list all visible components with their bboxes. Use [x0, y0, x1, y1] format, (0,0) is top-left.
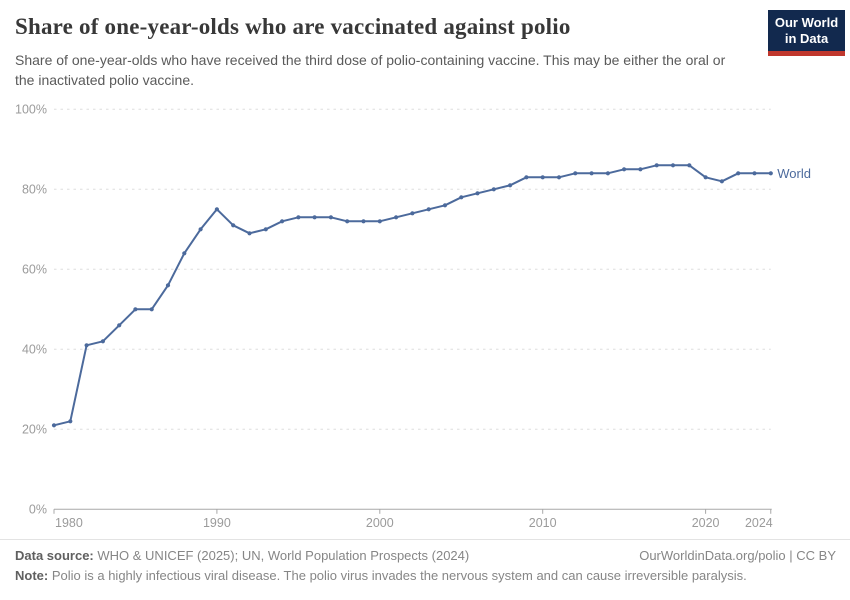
- data-point[interactable]: [703, 175, 708, 180]
- data-point[interactable]: [638, 167, 643, 172]
- data-point[interactable]: [280, 219, 285, 224]
- data-point[interactable]: [133, 307, 138, 312]
- data-point[interactable]: [622, 167, 627, 172]
- data-point[interactable]: [377, 219, 382, 224]
- data-point[interactable]: [394, 215, 399, 220]
- data-point[interactable]: [508, 183, 513, 188]
- page-title: Share of one-year-olds who are vaccinate…: [15, 14, 571, 39]
- data-point[interactable]: [459, 195, 464, 200]
- footer-divider: [0, 539, 850, 540]
- data-point[interactable]: [361, 219, 366, 224]
- x-axis-tick-label: 2024: [745, 516, 773, 530]
- data-point[interactable]: [247, 231, 252, 236]
- data-point[interactable]: [540, 175, 545, 180]
- data-point[interactable]: [426, 207, 431, 212]
- y-axis-tick-label: 60%: [22, 263, 47, 277]
- data-point[interactable]: [670, 163, 676, 168]
- data-point[interactable]: [198, 227, 203, 232]
- y-axis-tick-label: 0%: [29, 503, 47, 517]
- data-point[interactable]: [312, 215, 317, 220]
- data-point[interactable]: [84, 343, 89, 348]
- data-point[interactable]: [475, 191, 480, 196]
- data-point[interactable]: [719, 179, 725, 184]
- owid-logo-line2: in Data: [784, 30, 829, 46]
- x-axis-tick-label: 1990: [203, 516, 231, 530]
- x-axis-tick-label: 2020: [692, 516, 720, 530]
- x-axis-tick-label: 2010: [529, 516, 557, 530]
- world-series-line[interactable]: [53, 164, 772, 427]
- data-source-text: Data source: WHO & UNICEF (2025); UN, Wo…: [15, 548, 470, 563]
- data-point[interactable]: [214, 207, 219, 212]
- data-source-label: Data source:: [15, 548, 94, 563]
- x-axis-tick-label: 2000: [366, 516, 394, 530]
- data-point[interactable]: [768, 171, 773, 176]
- x-axis-tick-label: 1980: [55, 516, 83, 530]
- y-axis-tick-label: 100%: [15, 103, 47, 117]
- series-end-label[interactable]: World: [777, 166, 811, 181]
- note-label: Note:: [15, 568, 49, 583]
- data-point[interactable]: [605, 171, 611, 176]
- data-point[interactable]: [296, 215, 301, 220]
- data-point[interactable]: [736, 171, 741, 176]
- data-point[interactable]: [345, 219, 350, 224]
- line-chart[interactable]: 0% 20% 40% 60% 80% 100% 1980 1990 2000 2010 2020 20…: [0, 95, 850, 545]
- data-point[interactable]: [752, 171, 757, 176]
- data-point[interactable]: [328, 215, 333, 220]
- owid-logo-line1: Our World: [774, 15, 839, 30]
- owid-logo[interactable]: Our World in Data: [768, 10, 845, 56]
- y-axis-tick-label: 80%: [22, 183, 47, 197]
- data-point[interactable]: [589, 171, 594, 176]
- data-point[interactable]: [556, 175, 562, 180]
- owid-link[interactable]: OurWorldinData.org/polio | CC BY: [639, 548, 836, 563]
- data-point[interactable]: [100, 339, 105, 344]
- data-point[interactable]: [117, 323, 122, 328]
- data-point[interactable]: [51, 423, 57, 428]
- data-point[interactable]: [182, 251, 187, 256]
- data-point[interactable]: [687, 163, 692, 168]
- note-text: Note: Polio is a highly infectious viral…: [15, 568, 747, 583]
- chart-subtitle: Share of one-year-olds who have received…: [15, 52, 726, 88]
- data-point[interactable]: [524, 175, 529, 180]
- data-point[interactable]: [491, 187, 496, 192]
- data-point[interactable]: [68, 419, 73, 424]
- data-point[interactable]: [231, 223, 236, 228]
- data-point[interactable]: [149, 307, 154, 312]
- data-point[interactable]: [263, 227, 268, 232]
- data-point[interactable]: [654, 163, 659, 168]
- data-point[interactable]: [442, 203, 448, 208]
- y-axis-tick-label: 40%: [22, 343, 47, 357]
- data-point[interactable]: [573, 171, 578, 176]
- y-axis-tick-label: 20%: [22, 423, 47, 437]
- data-point[interactable]: [165, 283, 171, 288]
- data-point[interactable]: [410, 211, 415, 216]
